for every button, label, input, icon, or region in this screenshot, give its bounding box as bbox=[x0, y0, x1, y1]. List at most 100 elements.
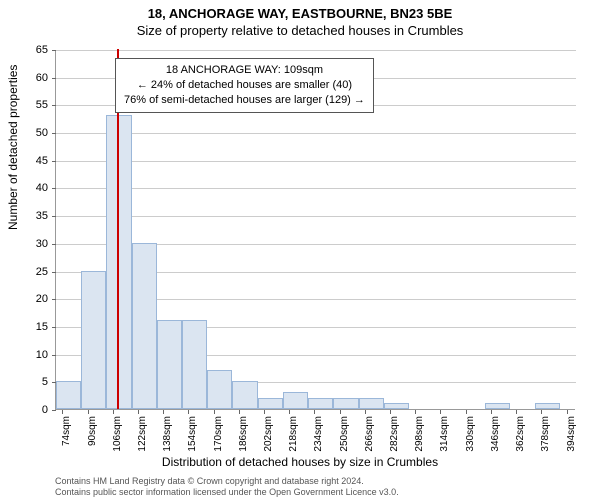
ytick-mark bbox=[52, 50, 56, 51]
xtick-mark bbox=[289, 410, 290, 414]
xtick-mark bbox=[466, 410, 467, 414]
xtick-label: 154sqm bbox=[187, 416, 198, 456]
xtick-label: 314sqm bbox=[439, 416, 450, 456]
histogram-bar bbox=[182, 320, 207, 409]
ytick-label: 65 bbox=[8, 44, 48, 56]
ytick-label: 60 bbox=[8, 72, 48, 84]
gridline bbox=[56, 216, 576, 217]
ytick-mark bbox=[52, 355, 56, 356]
xtick-mark bbox=[88, 410, 89, 414]
ytick-mark bbox=[52, 161, 56, 162]
histogram-bar bbox=[333, 398, 358, 409]
ytick-mark bbox=[52, 410, 56, 411]
xtick-label: 218sqm bbox=[288, 416, 299, 456]
ytick-label: 15 bbox=[8, 321, 48, 333]
xtick-label: 298sqm bbox=[414, 416, 425, 456]
histogram-bar bbox=[359, 398, 384, 409]
ytick-label: 10 bbox=[8, 349, 48, 361]
xtick-mark bbox=[138, 410, 139, 414]
xtick-label: 106sqm bbox=[112, 416, 123, 456]
xtick-label: 346sqm bbox=[490, 416, 501, 456]
footer-line-1: Contains HM Land Registry data © Crown c… bbox=[55, 476, 399, 487]
xtick-mark bbox=[567, 410, 568, 414]
ytick-label: 50 bbox=[8, 127, 48, 139]
ytick-label: 5 bbox=[8, 376, 48, 388]
header-block: 18, ANCHORAGE WAY, EASTBOURNE, BN23 5BE … bbox=[0, 0, 600, 38]
annotation-line-3: 76% of semi-detached houses are larger (… bbox=[124, 93, 365, 108]
histogram-bar bbox=[157, 320, 182, 409]
xtick-mark bbox=[214, 410, 215, 414]
xtick-label: 282sqm bbox=[389, 416, 400, 456]
histogram-bar bbox=[56, 381, 81, 409]
xtick-mark bbox=[415, 410, 416, 414]
histogram-bar bbox=[132, 243, 157, 409]
xtick-mark bbox=[440, 410, 441, 414]
ytick-mark bbox=[52, 327, 56, 328]
xtick-label: 330sqm bbox=[465, 416, 476, 456]
ytick-mark bbox=[52, 78, 56, 79]
xtick-mark bbox=[541, 410, 542, 414]
histogram-bar bbox=[258, 398, 283, 409]
ytick-label: 30 bbox=[8, 238, 48, 250]
ytick-label: 55 bbox=[8, 99, 48, 111]
y-axis-label: Number of detached properties bbox=[6, 65, 20, 230]
histogram-bar bbox=[207, 370, 232, 409]
histogram-bar bbox=[535, 403, 560, 409]
xtick-label: 90sqm bbox=[87, 416, 98, 456]
histogram-bar bbox=[81, 271, 106, 409]
gridline bbox=[56, 161, 576, 162]
xtick-mark bbox=[264, 410, 265, 414]
histogram-bar bbox=[232, 381, 257, 409]
xtick-mark bbox=[365, 410, 366, 414]
xtick-label: 202sqm bbox=[263, 416, 274, 456]
xtick-label: 378sqm bbox=[540, 416, 551, 456]
ytick-label: 40 bbox=[8, 182, 48, 194]
gridline bbox=[56, 50, 576, 51]
x-axis-label: Distribution of detached houses by size … bbox=[0, 455, 600, 469]
xtick-mark bbox=[163, 410, 164, 414]
xtick-label: 250sqm bbox=[339, 416, 350, 456]
xtick-mark bbox=[491, 410, 492, 414]
ytick-label: 35 bbox=[8, 210, 48, 222]
page-title: 18, ANCHORAGE WAY, EASTBOURNE, BN23 5BE bbox=[0, 6, 600, 21]
xtick-mark bbox=[188, 410, 189, 414]
annotation-box: 18 ANCHORAGE WAY: 109sqm ← 24% of detach… bbox=[115, 58, 374, 113]
ytick-label: 25 bbox=[8, 266, 48, 278]
xtick-label: 186sqm bbox=[238, 416, 249, 456]
footer-line-2: Contains public sector information licen… bbox=[55, 487, 399, 498]
ytick-mark bbox=[52, 216, 56, 217]
gridline bbox=[56, 133, 576, 134]
xtick-mark bbox=[62, 410, 63, 414]
xtick-mark bbox=[340, 410, 341, 414]
xtick-mark bbox=[516, 410, 517, 414]
ytick-label: 20 bbox=[8, 293, 48, 305]
page-subtitle: Size of property relative to detached ho… bbox=[0, 23, 600, 38]
xtick-mark bbox=[390, 410, 391, 414]
histogram-bar bbox=[283, 392, 308, 409]
gridline bbox=[56, 188, 576, 189]
ytick-label: 0 bbox=[8, 404, 48, 416]
xtick-label: 362sqm bbox=[515, 416, 526, 456]
xtick-label: 74sqm bbox=[61, 416, 72, 456]
ytick-mark bbox=[52, 188, 56, 189]
xtick-mark bbox=[113, 410, 114, 414]
ytick-mark bbox=[52, 299, 56, 300]
footer-attribution: Contains HM Land Registry data © Crown c… bbox=[55, 476, 399, 499]
xtick-label: 122sqm bbox=[137, 416, 148, 456]
ytick-mark bbox=[52, 105, 56, 106]
histogram-bar bbox=[308, 398, 333, 409]
xtick-label: 266sqm bbox=[364, 416, 375, 456]
ytick-mark bbox=[52, 272, 56, 273]
xtick-label: 234sqm bbox=[313, 416, 324, 456]
histogram-bar bbox=[485, 403, 510, 409]
annotation-line-1: 18 ANCHORAGE WAY: 109sqm bbox=[124, 63, 365, 78]
xtick-mark bbox=[239, 410, 240, 414]
ytick-mark bbox=[52, 133, 56, 134]
xtick-label: 394sqm bbox=[566, 416, 577, 456]
ytick-mark bbox=[52, 244, 56, 245]
xtick-label: 170sqm bbox=[213, 416, 224, 456]
histogram-bar bbox=[384, 403, 409, 409]
histogram-chart: 18 ANCHORAGE WAY: 109sqm ← 24% of detach… bbox=[55, 50, 575, 410]
ytick-label: 45 bbox=[8, 155, 48, 167]
xtick-mark bbox=[314, 410, 315, 414]
